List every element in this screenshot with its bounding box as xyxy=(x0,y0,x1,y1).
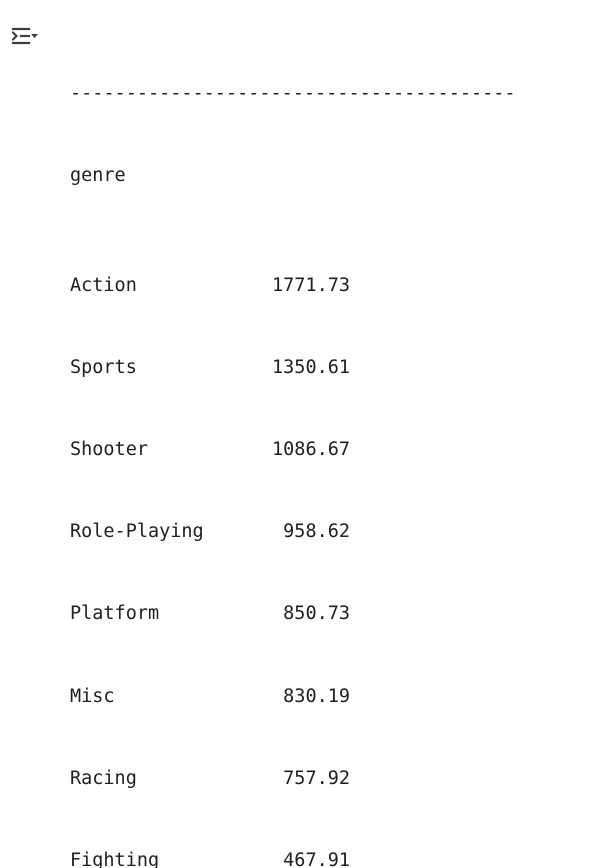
series-row: Fighting 467.91 xyxy=(70,847,590,868)
series-row: Misc 830.19 xyxy=(70,683,590,710)
series-row: Sports 1350.61 xyxy=(70,354,590,381)
series-row: Role-Playing 958.62 xyxy=(70,518,590,545)
row-label: Fighting xyxy=(70,850,160,868)
row-label: Racing xyxy=(70,767,137,789)
series-row: Racing 757.92 xyxy=(70,765,590,792)
output-actions-icon[interactable] xyxy=(10,24,40,50)
series-row: Action 1771.73 xyxy=(70,272,590,299)
separator-top: ---------------------------------------- xyxy=(70,82,516,104)
row-value: 830.19 xyxy=(283,685,350,707)
cell-output: ----------------------------------------… xyxy=(70,25,590,868)
row-label: Misc xyxy=(70,685,115,707)
row-label: Sports xyxy=(70,356,137,378)
row-value: 850.73 xyxy=(283,603,350,625)
row-value: 1350.61 xyxy=(272,356,350,378)
row-label: Shooter xyxy=(70,439,148,461)
row-value: 958.62 xyxy=(283,521,350,543)
row-label: Role-Playing xyxy=(70,521,204,543)
row-value: 467.91 xyxy=(283,850,350,868)
row-value: 1086.67 xyxy=(272,439,350,461)
series-row: Shooter 1086.67 xyxy=(70,436,590,463)
row-label: Platform xyxy=(70,603,160,625)
row-value: 757.92 xyxy=(283,767,350,789)
row-value: 1771.73 xyxy=(272,274,350,296)
index-name: genre xyxy=(70,165,126,187)
series-row: Platform 850.73 xyxy=(70,600,590,627)
row-label: Action xyxy=(70,274,137,296)
